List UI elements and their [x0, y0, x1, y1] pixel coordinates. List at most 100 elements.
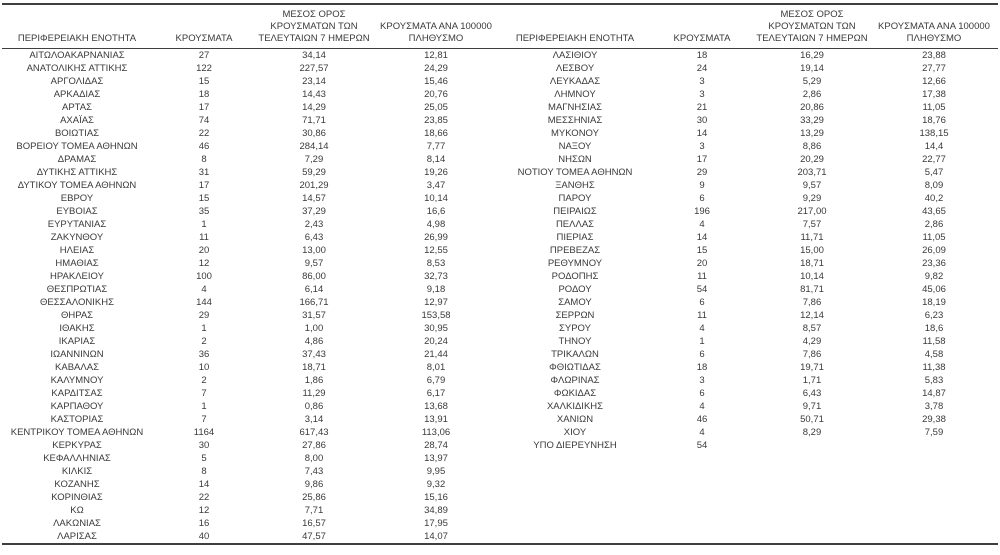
- table-row: ΚΕΡΚΥΡΑΣ 30 27,86 28,74 ΥΠΟ ΔΙΕΡΕΥΝΗΣΗ 54: [2, 439, 998, 452]
- cases-cell: 11: [697, 271, 707, 282]
- cases-cell: 30: [696, 115, 708, 126]
- avg-7day-cell: 7,43: [304, 466, 324, 477]
- table-row: ΑΡΤΑΣ 17 14,29 25,05 ΜΑΓΝΗΣΙΑΣ 21 20,86 11,05: [2, 101, 998, 114]
- cases-cell: 31: [198, 167, 210, 178]
- table-row: ΚΕΦΑΛΛΗΝΙΑΣ 5 8,00 13,97: [2, 452, 998, 465]
- cases-cell: 4: [699, 323, 705, 334]
- cases-cell: 36: [198, 349, 210, 360]
- cases-cell: 1: [201, 219, 207, 230]
- per-100k-cell: 8,01: [426, 362, 446, 373]
- region-name-cell: ΜΥΚΟΝΟΥ: [551, 128, 599, 139]
- region-name-cell: ΔΡΑΜΑΣ: [57, 154, 97, 165]
- region-name-cell: ΔΥΤΙΚΗΣ ΑΤΤΙΚΗΣ: [36, 167, 118, 178]
- header-row: ΠΕΡΙΦΕΡΕΙΑΚΗ ΕΝΟΤΗΤΑ ΚΡΟΥΣΜΑΤΑ ΜΕΣΟΣ ΟΡΟ…: [2, 4, 998, 49]
- avg-7day-cell: 14,29: [302, 102, 326, 113]
- region-name-cell: ΗΛΕΙΑΣ: [59, 245, 95, 256]
- avg-7day-cell: 50,71: [800, 414, 824, 425]
- cases-cell: 46: [696, 414, 708, 425]
- avg-7day-cell: [754, 517, 870, 530]
- region-name-cell: ΚΟΖΑΝΗΣ: [54, 479, 100, 490]
- cases-cell: 4: [201, 284, 207, 295]
- per-100k-cell: 13,68: [424, 401, 448, 412]
- table-row: ΑΙΤΩΛΟΑΚΑΡΝΑΝΙΑΣ 27 34,14 12,81 ΛΑΣΙΘΙΟΥ 18 16…: [2, 49, 998, 63]
- per-100k-cell: 23,85: [424, 115, 448, 126]
- avg-7day-cell: 11,71: [800, 232, 824, 243]
- region-name-cell: ΥΠΟ ΔΙΕΡΕΥΝΗΣΗ: [533, 440, 617, 451]
- region-name-cell: ΠΡΕΒΕΖΑΣ: [549, 245, 601, 256]
- region-name-cell: ΣΥΡΟΥ: [559, 323, 591, 334]
- table-row: ΕΥΡΥΤΑΝΙΑΣ 1 2,43 4,98 ΠΕΛΛΑΣ 4 7,57 2,86: [2, 218, 998, 231]
- region-name-cell: ΗΡΑΚΛΕΙΟΥ: [50, 271, 104, 282]
- table-row: ΚΑΡΔΙΤΣΑΣ 7 11,29 6,17 ΦΩΚΙΔΑΣ 6 6,43 14,87: [2, 387, 998, 400]
- avg-7day-cell: 20,86: [800, 102, 824, 113]
- avg-7day-cell: 25,86: [302, 492, 326, 503]
- cases-cell: 22: [198, 128, 210, 139]
- per-100k-cell: 8,14: [426, 154, 446, 165]
- per-100k-cell: 2,86: [924, 219, 944, 230]
- region-name-cell: ΕΒΡΟΥ: [60, 193, 94, 204]
- per-100k-cell: 138,15: [919, 128, 949, 139]
- cases-cell: 6: [699, 297, 705, 308]
- region-name-cell: ΒΟΙΩΤΙΑΣ: [54, 128, 100, 139]
- cases-cell: [650, 530, 754, 544]
- region-name-cell: ΕΥΡΥΤΑΝΙΑΣ: [47, 219, 107, 230]
- cases-cell: [650, 504, 754, 517]
- cases-cell: 144: [196, 297, 212, 308]
- header-cases-right: ΚΡΟΥΣΜΑΤΑ: [650, 4, 754, 49]
- per-100k-cell: 26,99: [424, 232, 448, 243]
- avg-7day-cell: 19,14: [800, 63, 824, 74]
- cases-cell: 7: [201, 414, 207, 425]
- per-100k-cell: [870, 504, 998, 517]
- cases-cell: 30: [198, 440, 210, 451]
- avg-7day-cell: 7,29: [304, 154, 324, 165]
- per-100k-cell: 14,4: [924, 141, 944, 152]
- avg-7day-cell: 5,29: [802, 76, 822, 87]
- per-100k-cell: 9,18: [426, 284, 446, 295]
- per-100k-cell: 18,6: [924, 323, 944, 334]
- cases-cell: 6: [699, 388, 705, 399]
- per-100k-cell: 23,36: [922, 258, 946, 269]
- avg-7day-cell: 7,71: [304, 505, 324, 516]
- per-100k-cell: 4,98: [426, 219, 446, 230]
- region-name-cell: ΠΑΡΟΥ: [558, 193, 592, 204]
- per-100k-cell: 9,82: [924, 271, 944, 282]
- region-name-cell: ΧΑΛΚΙΔΙΚΗΣ: [546, 401, 604, 412]
- per-100k-cell: 3,78: [924, 401, 944, 412]
- per-100k-cell: [870, 439, 998, 452]
- region-name-cell: ΚΟΡΙΝΘΙΑΣ: [51, 492, 103, 503]
- avg-7day-cell: 19,71: [800, 362, 824, 373]
- table-row: ΕΥΒΟΙΑΣ 35 37,29 16,6 ΠΕΙΡΑΙΩΣ 196 217,00 43,65: [2, 205, 998, 218]
- region-name-cell: ΜΑΓΝΗΣΙΑΣ: [548, 102, 602, 113]
- table-row: ΚΙΛΚΙΣ 8 7,43 9,95: [2, 465, 998, 478]
- cases-cell: 3: [699, 375, 705, 386]
- region-name-cell: ΡΟΔΟΠΗΣ: [551, 271, 599, 282]
- region-name-cell: ΣΕΡΡΩΝ: [555, 310, 595, 321]
- cases-cell: 3: [699, 89, 705, 100]
- region-name-cell: [500, 478, 650, 491]
- table-row: ΑΡΓΟΛΙΔΑΣ 15 23,14 15,46 ΛΕΥΚΑΔΑΣ 3 5,29 12,66: [2, 75, 998, 88]
- region-name-cell: ΠΕΛΛΑΣ: [555, 219, 595, 230]
- cases-cell: [650, 465, 754, 478]
- per-100k-cell: 30,95: [424, 323, 448, 334]
- avg-7day-cell: 203,71: [797, 167, 827, 178]
- per-100k-cell: 12,81: [424, 50, 448, 61]
- per-100k-cell: 11,58: [922, 336, 946, 347]
- table-row: ΒΟΙΩΤΙΑΣ 22 30,86 18,66 ΜΥΚΟΝΟΥ 14 13,29 138,15: [2, 127, 998, 140]
- table-row: ΔΡΑΜΑΣ 8 7,29 8,14 ΝΗΣΩΝ 17 20,29 22,77: [2, 153, 998, 166]
- avg-7day-cell: 16,57: [302, 518, 326, 529]
- region-name-cell: ΝΟΤΙΟΥ ΤΟΜΕΑ ΑΘΗΝΩΝ: [517, 167, 633, 178]
- per-100k-cell: 12,97: [424, 297, 448, 308]
- per-100k-cell: 43,65: [922, 206, 946, 217]
- per-100k-cell: 27,77: [922, 63, 946, 74]
- per-100k-cell: 32,73: [424, 271, 448, 282]
- avg-7day-cell: 2,86: [802, 89, 822, 100]
- per-100k-cell: 6,79: [426, 375, 446, 386]
- avg-7day-cell: 9,71: [802, 401, 822, 412]
- avg-7day-cell: 1,86: [304, 375, 324, 386]
- table-row: ΙΩΑΝΝΙΝΩΝ 36 37,43 21,44 ΤΡΙΚΑΛΩΝ 6 7,86 4,58: [2, 348, 998, 361]
- avg-7day-cell: 20,29: [800, 154, 824, 165]
- region-name-cell: [500, 465, 650, 478]
- per-100k-cell: 153,58: [421, 310, 451, 321]
- per-100k-cell: 29,38: [922, 414, 946, 425]
- region-name-cell: [500, 491, 650, 504]
